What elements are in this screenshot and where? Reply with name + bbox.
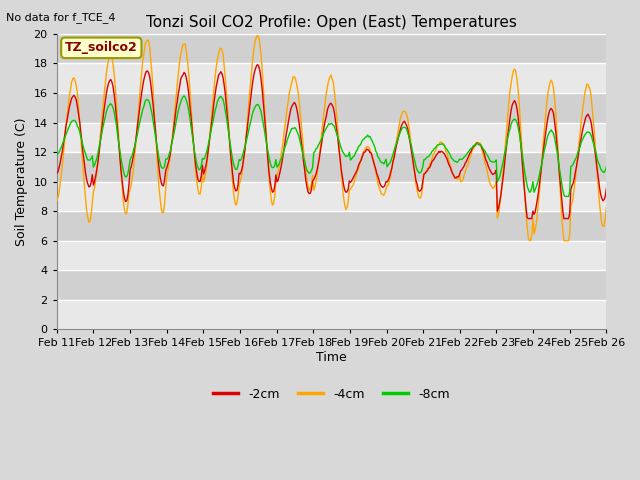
Bar [57,63,606,93]
Text: No data for f_TCE_4: No data for f_TCE_4 [6,12,116,23]
Bar [57,152,606,181]
Title: Tonzi Soil CO2 Profile: Open (East) Temperatures: Tonzi Soil CO2 Profile: Open (East) Temp… [146,15,517,30]
Legend: -2cm, -4cm, -8cm: -2cm, -4cm, -8cm [208,383,455,406]
Bar [57,241,606,270]
X-axis label: Time: Time [316,351,347,364]
Bar [57,122,606,152]
Bar [57,300,606,329]
Bar [57,181,606,211]
Bar [57,211,606,241]
Text: TZ_soilco2: TZ_soilco2 [65,41,138,54]
Y-axis label: Soil Temperature (C): Soil Temperature (C) [15,118,28,246]
Bar [57,270,606,300]
Bar [57,93,606,122]
Bar [57,34,606,63]
